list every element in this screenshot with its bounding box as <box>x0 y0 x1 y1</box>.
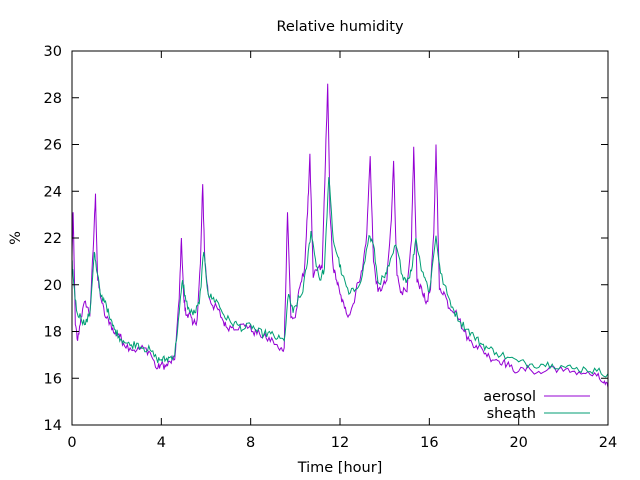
x-tick-label: 0 <box>67 435 76 451</box>
y-tick-label: 26 <box>44 138 62 154</box>
chart-title: Relative humidity <box>276 19 404 35</box>
y-tick-label: 18 <box>44 325 62 341</box>
y-tick-label: 30 <box>44 44 62 60</box>
y-axis-label: % <box>8 231 24 245</box>
x-tick-label: 12 <box>331 435 349 451</box>
x-tick-label: 24 <box>599 435 617 451</box>
x-tick-label: 8 <box>246 435 255 451</box>
x-axis-label: Time [hour] <box>297 460 383 476</box>
plot-border <box>71 50 609 426</box>
x-tick-label: 4 <box>157 435 166 451</box>
y-tick-label: 22 <box>44 231 62 247</box>
y-tick-label: 14 <box>44 418 62 434</box>
series-line-sheath <box>71 177 609 378</box>
y-tick-label: 20 <box>44 278 62 294</box>
legend-label-aerosol: aerosol <box>483 389 536 405</box>
x-tick-label: 20 <box>509 435 527 451</box>
x-tick-label: 16 <box>420 435 438 451</box>
y-tick-label: 24 <box>44 184 62 200</box>
legend-label-sheath: sheath <box>487 406 536 422</box>
y-tick-label: 16 <box>44 371 62 387</box>
series-line-aerosol <box>71 83 609 388</box>
series-layer <box>71 83 609 388</box>
y-tick-label: 28 <box>44 91 62 107</box>
